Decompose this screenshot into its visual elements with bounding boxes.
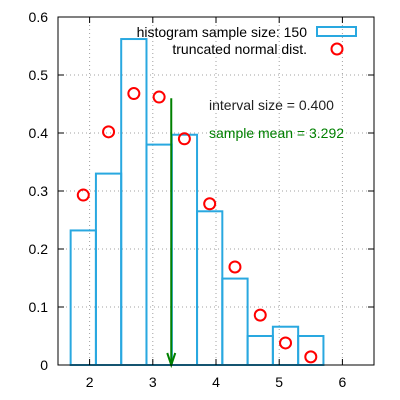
y-tick-label: 0.1: [29, 299, 49, 315]
legend: histogram sample size: 150 truncated nor…: [137, 24, 357, 57]
distribution-point: [304, 350, 318, 364]
distribution-point: [203, 197, 217, 211]
distribution-point: [127, 87, 141, 101]
y-tick-label: 0.3: [29, 183, 49, 199]
legend-swatch-histogram: [316, 26, 357, 37]
distribution-point: [102, 125, 116, 139]
grid: [58, 17, 374, 365]
legend-label-distribution: truncated normal dist.: [172, 41, 307, 57]
histogram-bar: [69, 229, 97, 366]
histogram-bar: [246, 335, 274, 366]
y-tick-label: 0.5: [29, 67, 49, 83]
x-tick-label: 3: [149, 374, 157, 390]
mean-arrow: [166, 98, 177, 369]
histogram-bar: [94, 172, 123, 366]
histogram-bar: [145, 143, 173, 366]
x-tick-label: 4: [212, 374, 220, 390]
distribution-point: [76, 188, 90, 202]
x-tick-label: 6: [339, 374, 347, 390]
y-tick-label: 0.4: [29, 125, 49, 141]
distribution-point: [177, 132, 191, 146]
interval-annotation: interval size = 0.400: [209, 97, 334, 113]
distribution-points: [76, 87, 318, 364]
legend-swatch-distribution: [330, 42, 344, 56]
distribution-point: [152, 90, 166, 104]
y-tick-label: 0.6: [29, 9, 49, 25]
distribution-point: [279, 336, 293, 350]
histogram-bar: [221, 277, 249, 366]
y-tick-label: 0: [40, 357, 48, 373]
distribution-point: [228, 260, 242, 274]
histogram-bar: [196, 210, 224, 366]
x-tick-label: 2: [86, 374, 94, 390]
histogram-bar: [170, 133, 199, 366]
axis-ticks: 2 3 4 5 6 0 0.1 0.2 0.3 0.4 0.5 0.6: [29, 9, 374, 390]
distribution-point: [253, 308, 267, 322]
histogram-bar: [271, 325, 300, 366]
mean-annotation: sample mean = 3.292: [209, 125, 344, 141]
histogram-bars: [69, 38, 325, 366]
x-tick-label: 5: [275, 374, 283, 390]
y-tick-label: 0.2: [29, 241, 49, 257]
legend-label-histogram: histogram sample size: 150: [137, 24, 308, 40]
